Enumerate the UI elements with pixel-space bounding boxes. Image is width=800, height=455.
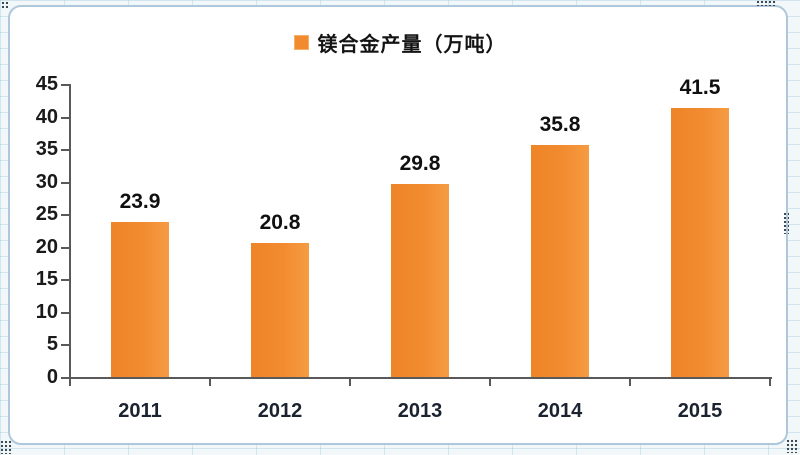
bar-value-label: 41.5	[679, 75, 721, 99]
legend-marker-square-icon	[293, 35, 309, 50]
y-axis-tick	[61, 84, 69, 86]
x-axis-category-label: 2012	[257, 400, 303, 422]
x-axis-category-label: 2011	[118, 400, 162, 422]
x-axis-tick	[769, 378, 771, 386]
bar-2014[interactable]	[531, 144, 589, 377]
y-axis-tick-label: 35	[35, 138, 58, 161]
y-axis-tick-label: 45	[35, 73, 58, 95]
x-axis-tick	[349, 378, 351, 386]
selection-handle-bottom-right[interactable]	[786, 439, 799, 453]
selection-handle-right-middle[interactable]	[783, 212, 789, 234]
y-axis-tick-label: 20	[35, 235, 58, 258]
y-axis-tick-label: 40	[35, 105, 58, 128]
bar-value-label: 20.8	[259, 210, 301, 234]
x-axis-line	[61, 377, 772, 379]
y-axis-tick	[61, 214, 69, 217]
bar-value-label: 29.8	[399, 151, 441, 175]
bar-2011[interactable]	[111, 222, 169, 377]
x-axis-category-label: 2013	[397, 400, 443, 422]
selection-handle-top-left[interactable]	[1, 1, 8, 8]
y-axis-tick	[61, 181, 69, 184]
x-axis-tick	[209, 378, 211, 386]
y-axis-tick-label: 5	[46, 333, 58, 356]
y-axis-tick	[61, 246, 69, 249]
y-axis-tick	[61, 344, 69, 347]
y-axis-tick-label: 25	[35, 203, 58, 226]
bar-value-label: 23.9	[119, 190, 161, 214]
bar-value-label: 35.8	[539, 112, 581, 136]
x-axis-category-label: 2015	[677, 400, 723, 422]
y-axis-line	[69, 84, 71, 386]
y-axis-tick-label: 15	[35, 268, 58, 291]
selection-handle-top-right[interactable]	[756, 0, 776, 6]
x-axis-tick	[489, 378, 491, 386]
bar-2015[interactable]	[671, 107, 729, 377]
bar-2012[interactable]	[251, 242, 309, 377]
y-axis-tick-label: 30	[35, 170, 58, 193]
chart-legend[interactable]: 镁合金产量（万吨）	[0, 28, 800, 57]
legend-series-label: 镁合金产量（万吨）	[317, 34, 507, 56]
selection-handle-bottom-left[interactable]	[0, 440, 13, 454]
y-axis-tick	[61, 279, 69, 282]
y-axis-tick-label: 10	[35, 300, 58, 323]
y-axis-tick	[61, 116, 69, 119]
x-axis-tick	[629, 378, 631, 386]
x-axis-category-label: 2014	[537, 400, 583, 422]
y-axis-tick	[61, 311, 69, 314]
y-axis-tick-label: 0	[46, 366, 58, 388]
y-axis-tick	[61, 149, 69, 152]
bar-2013[interactable]	[391, 183, 449, 377]
